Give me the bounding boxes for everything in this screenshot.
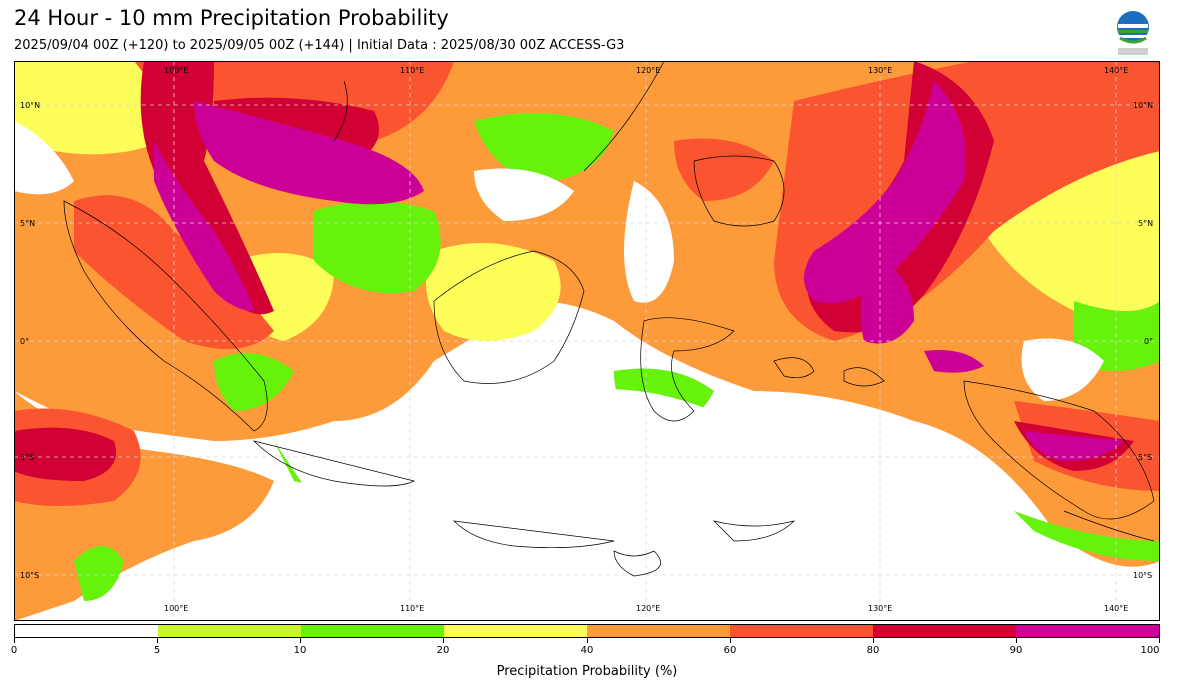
- lat-label-right: 0°: [1144, 337, 1153, 346]
- lat-label-right: 5°N: [1138, 219, 1153, 228]
- colorbar-tick-label: 40: [580, 645, 594, 656]
- map-axis-labels: 100°E 110°E 120°E 130°E 140°E 100°E 110°…: [20, 66, 1153, 613]
- lat-label-left: 0°: [20, 337, 29, 346]
- colorbar: [14, 624, 1160, 638]
- lon-label-top: 120°E: [636, 66, 660, 75]
- lat-label-left: 5°S: [20, 453, 34, 462]
- colorbar-title: Precipitation Probability (%): [496, 664, 678, 679]
- colorbar-segment-90-100: [1016, 625, 1159, 637]
- map-title: 24 Hour - 10 mm Precipitation Probabilit…: [14, 6, 449, 30]
- lon-label-bottom: 140°E: [1104, 604, 1128, 613]
- colorbar-segment-20-40: [444, 625, 587, 637]
- colorbar-tick: [14, 638, 15, 643]
- probability-fields: [14, 61, 1160, 621]
- lat-label-left: 10°N: [20, 101, 40, 110]
- lon-label-top: 110°E: [400, 66, 424, 75]
- lon-label-bottom: 130°E: [868, 604, 892, 613]
- colorbar-tick: [587, 638, 588, 643]
- colorbar-segment-10-20: [301, 625, 444, 637]
- lat-label-left: 5°N: [20, 219, 35, 228]
- lat-label-left: 10°S: [20, 571, 39, 580]
- colorbar-tick-label: 5: [153, 645, 161, 656]
- colorbar-tick-label: 20: [436, 645, 450, 656]
- colorbar-tick-label: 10: [293, 645, 307, 656]
- lon-label-top: 130°E: [868, 66, 892, 75]
- colorbar-tick: [300, 638, 301, 643]
- colorbar-tick-label: 80: [866, 645, 880, 656]
- colorbar-segment-0-5: [15, 625, 158, 637]
- colorbar-segment-60-80: [730, 625, 873, 637]
- lon-label-bottom: 110°E: [400, 604, 424, 613]
- bmkg-logo: [1117, 11, 1149, 55]
- lon-label-top: 140°E: [1104, 66, 1128, 75]
- colorbar-tick: [873, 638, 874, 643]
- colorbar-tick: [730, 638, 731, 643]
- lat-label-right: 10°S: [1133, 571, 1152, 580]
- coastlines: [63, 61, 1155, 577]
- lat-label-right: 10°N: [1133, 101, 1153, 110]
- lon-label-bottom: 120°E: [636, 604, 660, 613]
- colorbar-tick: [1016, 638, 1017, 643]
- map-subtitle: 2025/09/04 00Z (+120) to 2025/09/05 00Z …: [14, 38, 625, 53]
- lon-label-bottom: 100°E: [164, 604, 188, 613]
- colorbar-tick: [157, 638, 158, 643]
- grid-lines: [14, 61, 1160, 621]
- lon-label-top: 100°E: [164, 66, 188, 75]
- colorbar-tick-label: 100: [1140, 645, 1160, 656]
- colorbar-segment-40-60: [587, 625, 730, 637]
- precipitation-map: 100°E 110°E 120°E 130°E 140°E 100°E 110°…: [14, 61, 1160, 621]
- colorbar-tick-label: 60: [723, 645, 737, 656]
- colorbar-tick-label: 0: [10, 645, 18, 656]
- colorbar-tick: [1159, 638, 1160, 643]
- colorbar-tick: [443, 638, 444, 643]
- colorbar-tick-label: 90: [1009, 645, 1023, 656]
- colorbar-segment-5-10: [158, 625, 301, 637]
- lat-label-right: 5°S: [1138, 453, 1152, 462]
- colorbar-segment-80-90: [873, 625, 1016, 637]
